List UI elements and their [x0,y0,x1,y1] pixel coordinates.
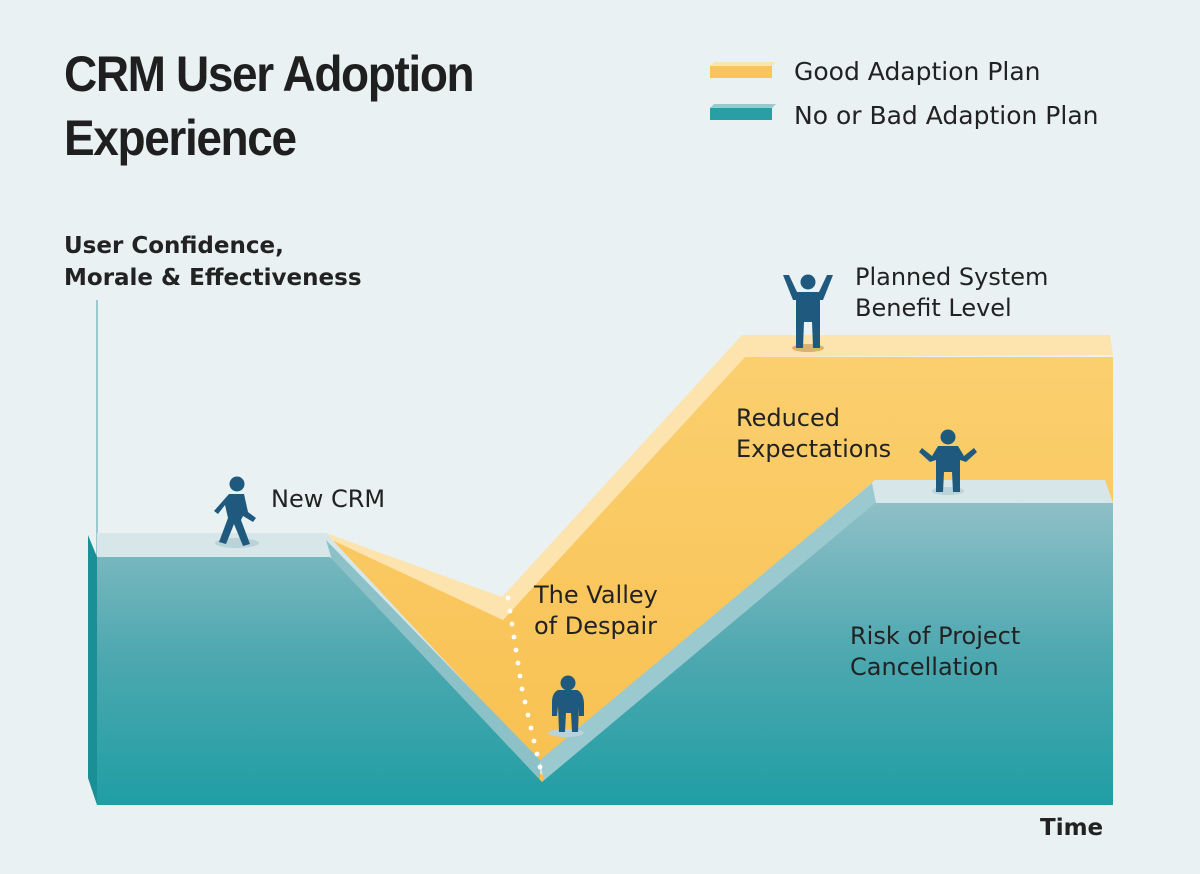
reduced-line-2: Expectations [736,435,892,463]
stage-label-valley: The Valley of Despair [534,580,658,642]
stage-label-risk: Risk of Project Cancellation [850,621,1020,683]
stage-label-new-crm: New CRM [271,485,386,513]
cheering-person-icon [783,274,833,352]
page-title: CRM User Adoption Experience [64,42,475,170]
y-axis-label-line-1: User Confidence, [64,233,284,259]
bad-plan-body [97,503,1113,805]
risk-line-1: Risk of Project [850,622,1021,650]
shrugging-person-icon [919,429,977,495]
legend-swatch-good [710,62,776,78]
legend-swatch-bad [710,104,776,120]
title-line-1: CRM User Adoption [64,46,475,102]
planned-line-1: Planned System [855,263,1049,291]
title-line-2: Experience [64,110,297,166]
left-side-edge [88,535,97,805]
valley-line-2: of Despair [534,612,657,640]
y-axis-label: User Confidence, Morale & Effectiveness [64,230,362,294]
y-axis-label-line-2: Morale & Effectiveness [64,265,362,291]
stage-label-planned: Planned System Benefit Level [855,262,1048,324]
bad-plan-slope-right [540,483,876,782]
valley-line-1: The Valley [534,581,658,609]
bad-plan-slope-left [326,540,540,780]
legend-label-bad: No or Bad Adaption Plan [794,101,1099,130]
x-axis-label: Time [1040,815,1104,841]
reduced-line-1: Reduced [736,404,841,432]
slumped-person-icon [548,675,584,737]
legend-label-good: Good Adaption Plan [794,57,1041,86]
planned-line-2: Benefit Level [855,294,1012,322]
stage-label-reduced: Reduced Expectations [736,403,891,465]
valley-dotted-line [505,595,543,770]
risk-line-2: Cancellation [850,653,999,681]
walking-person-icon [214,476,259,548]
